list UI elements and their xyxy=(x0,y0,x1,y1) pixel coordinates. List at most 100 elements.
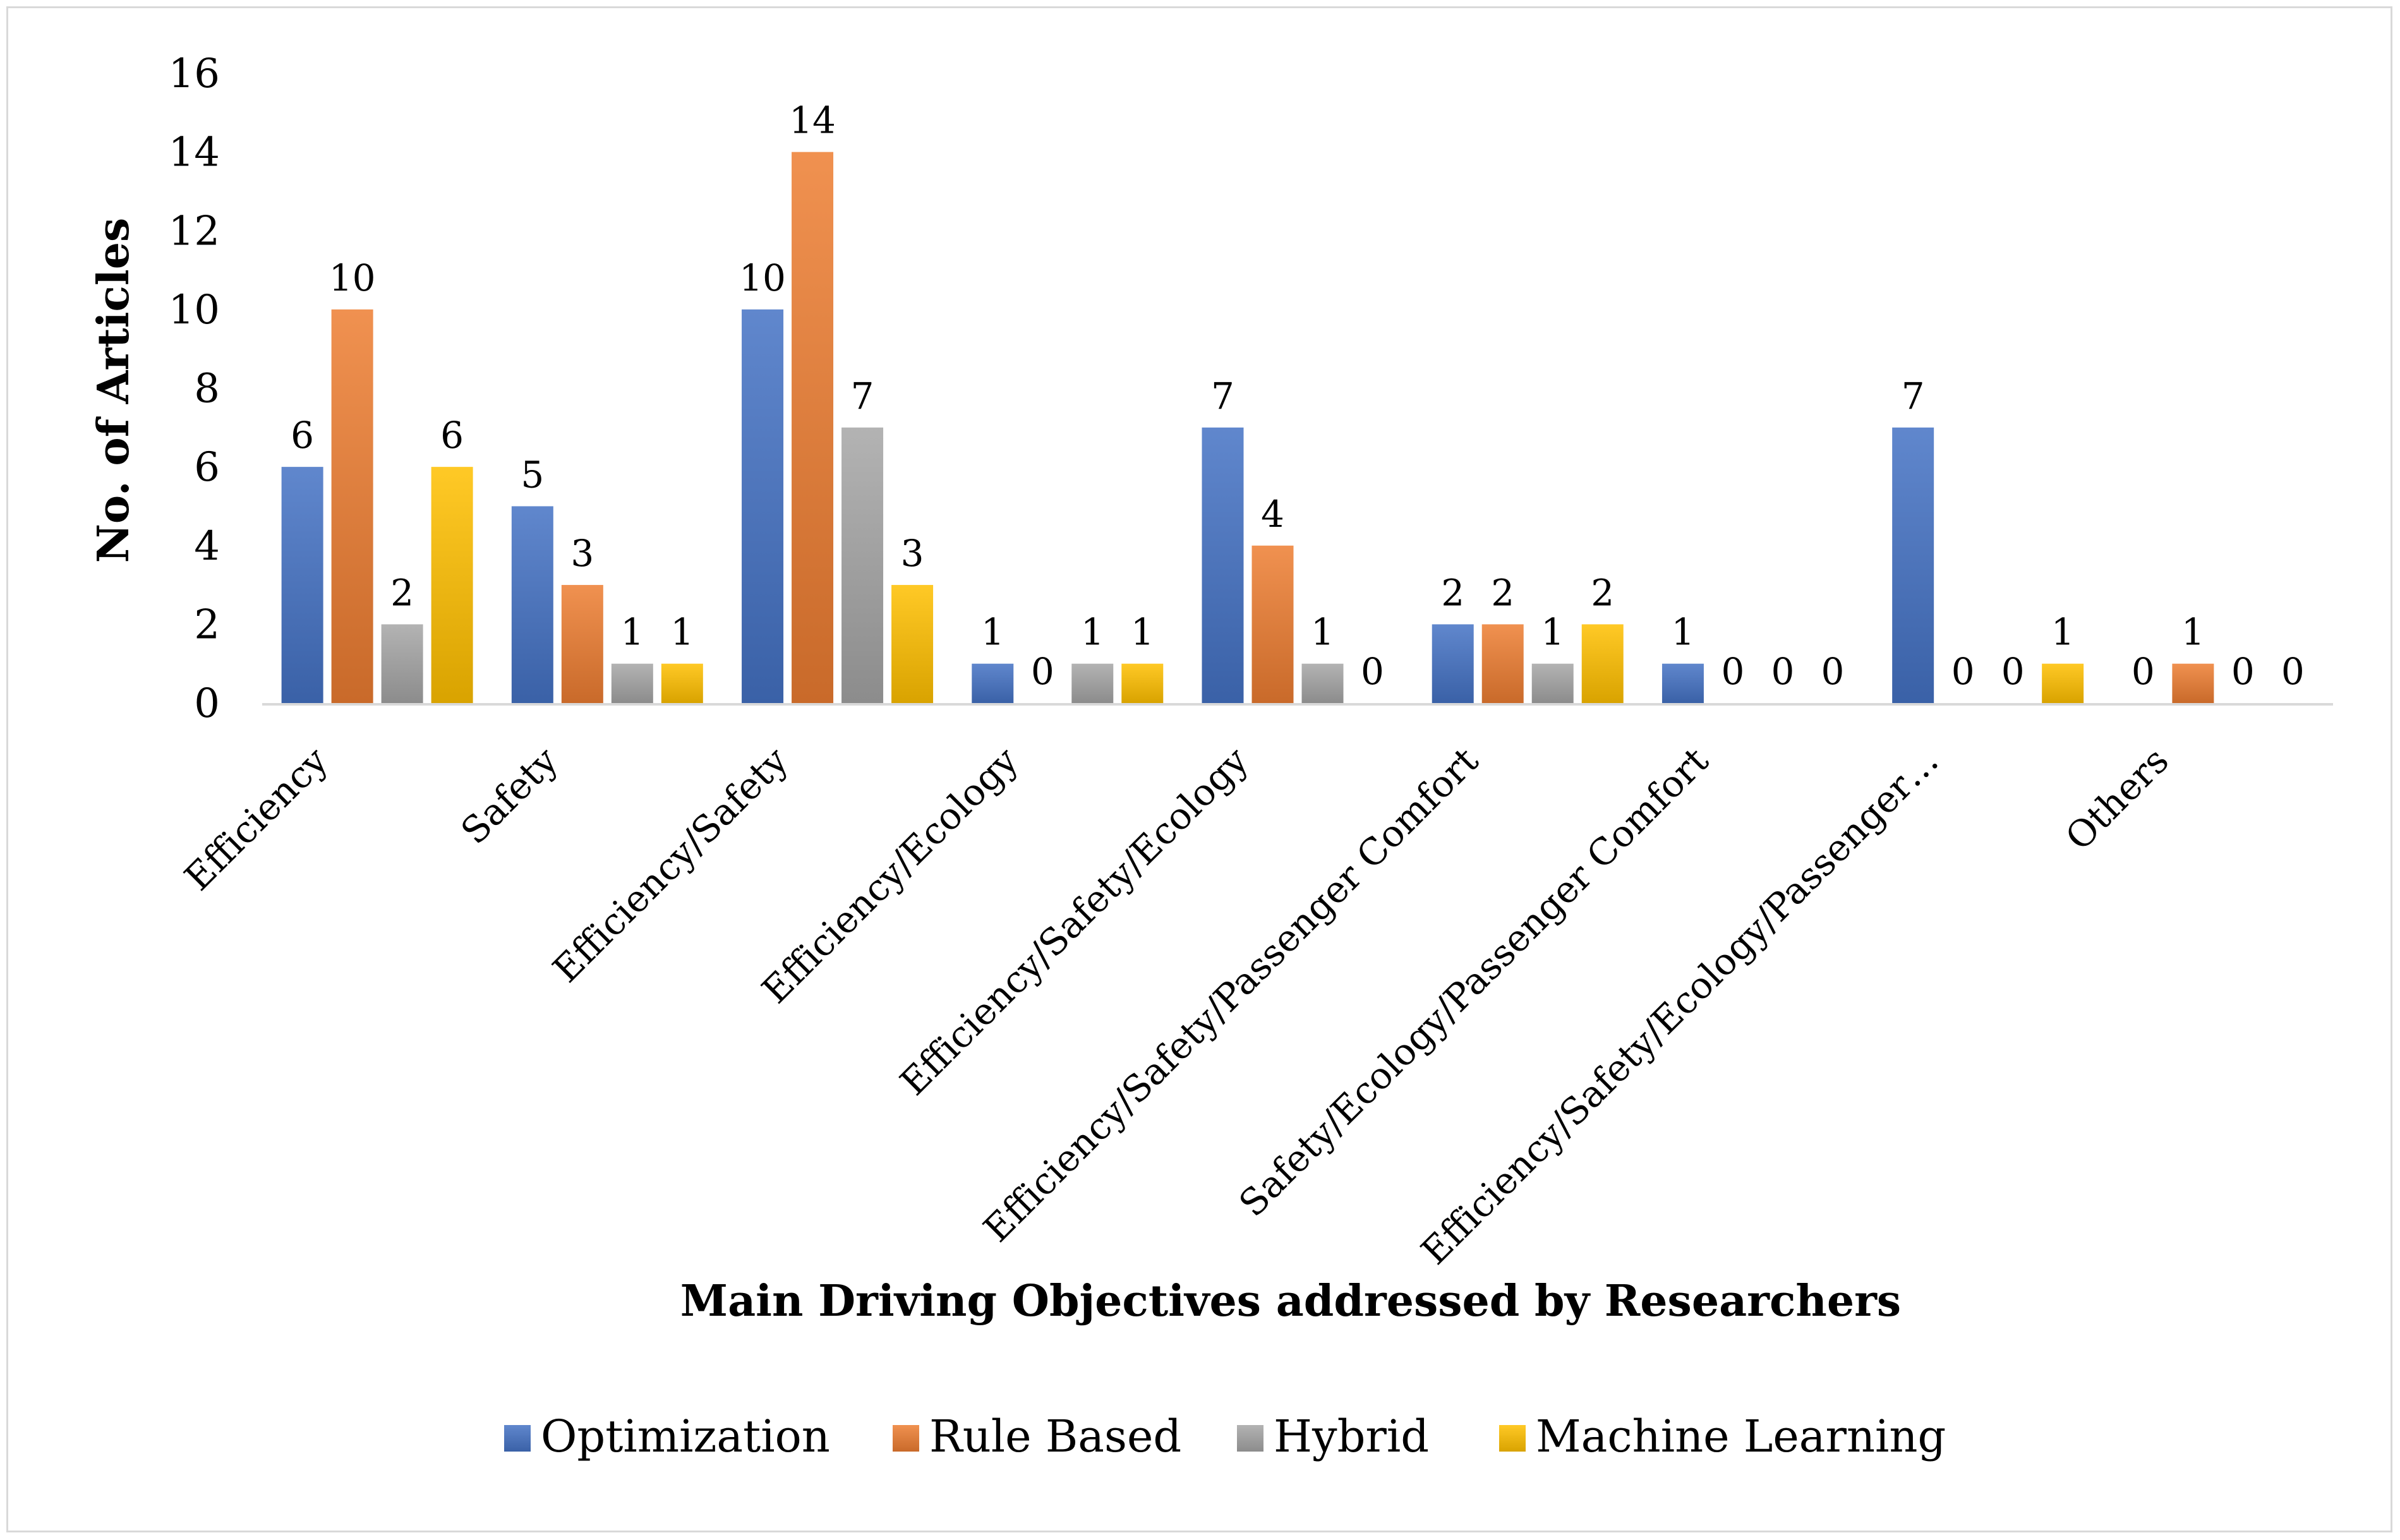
legend-item-hybrid: Hybrid xyxy=(1237,1411,1429,1462)
data-label-optimization-safety: 5 xyxy=(521,453,544,496)
bar-rule-based-efficiency-safety-passenger-comfort xyxy=(1481,624,1524,703)
x-tick-label-efficiency-ecology: Efficiency/Ecology xyxy=(754,739,1027,1012)
y-tick-label-6: 6 xyxy=(194,444,220,491)
category-labels: Efficiency SafetyEfficiency/SafetyEfficie… xyxy=(176,739,2177,1273)
bar-hybrid-efficiency-ecology xyxy=(1071,663,1114,703)
data-label-hybrid-safety: 1 xyxy=(620,611,644,654)
x-tick-label-efficiency-safety-passenger-comfort: Efficiency/Safety/Passenger Comfort xyxy=(975,739,1487,1251)
x-tick-label-others: Others xyxy=(2057,739,2177,859)
data-label-machine-learning-efficiency: 6 xyxy=(440,414,464,457)
data-label-rule-based-efficiency-safety-ecology: 4 xyxy=(1261,493,1284,536)
legend-swatch-optimization xyxy=(504,1425,531,1452)
data-label-optimization-efficiency-safety-ecology: 7 xyxy=(1211,375,1234,418)
data-label-machine-learning-safety: 1 xyxy=(670,611,694,654)
legend-item-rule-based: Rule Based xyxy=(893,1411,1181,1462)
data-label-optimization-safety-ecology-passenger-comfort: 1 xyxy=(1671,611,1694,654)
bar-rule-based-safety xyxy=(561,585,603,703)
y-tick-label-14: 14 xyxy=(169,129,220,176)
x-tick-label-safety-ecology-passenger-comfort: Safety/Ecology/Passenger Comfort xyxy=(1231,739,1716,1225)
legend-label-hybrid: Hybrid xyxy=(1274,1411,1429,1462)
data-label-hybrid-efficiency: 2 xyxy=(390,571,414,614)
legend-swatch-rule-based xyxy=(893,1425,919,1452)
legend-swatch-machine-learning xyxy=(1499,1425,1526,1452)
bar-optimization-efficiency xyxy=(281,467,323,703)
bar-hybrid-efficiency-safety-ecology xyxy=(1301,663,1344,703)
data-label-machine-learning-efficiency-safety-ecology-passenger: 1 xyxy=(2051,611,2075,654)
data-label-rule-based-efficiency-safety-passenger-comfort: 2 xyxy=(1491,571,1514,614)
data-label-optimization-efficiency-safety-ecology-passenger: 7 xyxy=(1902,375,1925,418)
legend-label-rule-based: Rule Based xyxy=(929,1411,1181,1462)
legend-item-optimization: Optimization xyxy=(504,1411,830,1462)
data-label-optimization-efficiency-ecology: 1 xyxy=(981,611,1004,654)
y-tick-label-16: 16 xyxy=(169,51,220,97)
data-label-machine-learning-others: 0 xyxy=(2281,650,2305,693)
data-label-machine-learning-safety-ecology-passenger-comfort: 0 xyxy=(1821,650,1844,693)
legend-label-optimization: Optimization xyxy=(541,1411,830,1462)
data-label-optimization-efficiency-safety: 10 xyxy=(739,256,786,299)
data-label-hybrid-safety-ecology-passenger-comfort: 0 xyxy=(1771,650,1794,693)
data-label-optimization-efficiency-safety-passenger-comfort: 2 xyxy=(1441,571,1464,614)
y-tick-label-8: 8 xyxy=(194,366,220,412)
legend-label-machine-learning: Machine Learning xyxy=(1536,1411,1946,1462)
data-label-optimization-others: 0 xyxy=(2132,650,2155,693)
y-axis-ticks: 0 2 4 6 8 10 12 14 16 xyxy=(169,51,220,727)
bar-machine-learning-safety xyxy=(661,663,703,703)
bar-rule-based-efficiency-safety xyxy=(792,152,834,703)
data-label-rule-based-efficiency: 10 xyxy=(329,256,376,299)
y-tick-label-4: 4 xyxy=(194,523,220,570)
bar-optimization-efficiency-safety-ecology xyxy=(1202,427,1244,703)
bar-machine-learning-efficiency-safety-passenger-comfort xyxy=(1581,624,1624,703)
data-label-hybrid-efficiency-safety-ecology: 1 xyxy=(1311,611,1334,654)
data-label-rule-based-efficiency-safety-ecology-passenger: 0 xyxy=(1951,650,1975,693)
y-tick-label-10: 10 xyxy=(169,287,220,334)
bar-optimization-efficiency-safety-passenger-comfort xyxy=(1432,624,1474,703)
x-tick-label-safety: Safety xyxy=(452,739,566,853)
bar-machine-learning-efficiency-safety-ecology-passenger xyxy=(2042,663,2084,703)
data-label-rule-based-efficiency-ecology: 0 xyxy=(1031,650,1054,693)
legend-item-machine-learning: Machine Learning xyxy=(1499,1411,1946,1462)
bar-rule-based-efficiency xyxy=(331,309,373,703)
data-label-hybrid-others: 0 xyxy=(2231,650,2255,693)
data-label-optimization-efficiency: 6 xyxy=(291,414,314,457)
bars xyxy=(281,152,2214,703)
bar-machine-learning-efficiency xyxy=(431,467,473,703)
bar-optimization-efficiency-safety-ecology-passenger xyxy=(1892,427,1934,703)
legend-swatch-hybrid xyxy=(1237,1425,1263,1452)
data-label-rule-based-safety-ecology-passenger-comfort: 0 xyxy=(1721,650,1744,693)
bar-machine-learning-efficiency-safety xyxy=(891,585,934,703)
data-label-rule-based-efficiency-safety: 14 xyxy=(789,99,836,142)
bar-rule-based-others xyxy=(2172,663,2214,703)
x-tick-label-efficiency: Efficiency xyxy=(176,739,336,899)
data-label-machine-learning-efficiency-ecology: 1 xyxy=(1131,611,1154,654)
x-tick-label-efficiency-safety-ecology-passenger: Efficiency/Safety/Ecology/Passenger… xyxy=(1413,739,1946,1273)
legend: Optimization Rule Based Hybrid Machine Lear… xyxy=(504,1411,1946,1462)
bar-optimization-safety-ecology-passenger-comfort xyxy=(1661,663,1704,703)
data-label-machine-learning-efficiency-safety-ecology: 0 xyxy=(1361,650,1384,693)
x-axis-title: Main Driving Objectives addressed by Res… xyxy=(680,1276,1901,1326)
data-label-rule-based-others: 1 xyxy=(2181,611,2205,654)
chart-frame: 0 2 4 6 8 10 12 14 16 6 10 2 6 5 3 1 1 10 14 7 3 1 0 1 1 7 4 1 0 2 2 1… xyxy=(6,6,2392,1532)
bar-hybrid-safety xyxy=(611,663,653,703)
bar-optimization-efficiency-safety xyxy=(742,309,784,703)
bar-machine-learning-efficiency-ecology xyxy=(1121,663,1164,703)
data-label-rule-based-safety: 3 xyxy=(570,532,594,575)
bar-hybrid-efficiency xyxy=(381,624,423,703)
bar-optimization-efficiency-ecology xyxy=(972,663,1014,703)
data-label-hybrid-efficiency-safety-ecology-passenger: 0 xyxy=(2001,650,2025,693)
y-tick-label-0: 0 xyxy=(194,680,220,727)
bar-hybrid-efficiency-safety xyxy=(841,427,884,703)
data-label-hybrid-efficiency-safety: 7 xyxy=(851,375,874,418)
data-label-machine-learning-efficiency-safety-passenger-comfort: 2 xyxy=(1591,571,1614,614)
y-tick-label-2: 2 xyxy=(194,601,220,648)
y-tick-label-12: 12 xyxy=(169,208,220,255)
bar-rule-based-efficiency-safety-ecology xyxy=(1251,545,1294,703)
data-label-hybrid-efficiency-ecology: 1 xyxy=(1081,611,1104,654)
bar-hybrid-efficiency-safety-passenger-comfort xyxy=(1531,663,1574,703)
bar-optimization-safety xyxy=(511,506,553,703)
x-tick-label-efficiency-safety: Efficiency/Safety xyxy=(545,739,797,991)
data-label-machine-learning-efficiency-safety: 3 xyxy=(901,532,924,575)
y-axis-title: No. of Articles xyxy=(88,218,139,563)
data-label-hybrid-efficiency-safety-passenger-comfort: 1 xyxy=(1541,611,1564,654)
